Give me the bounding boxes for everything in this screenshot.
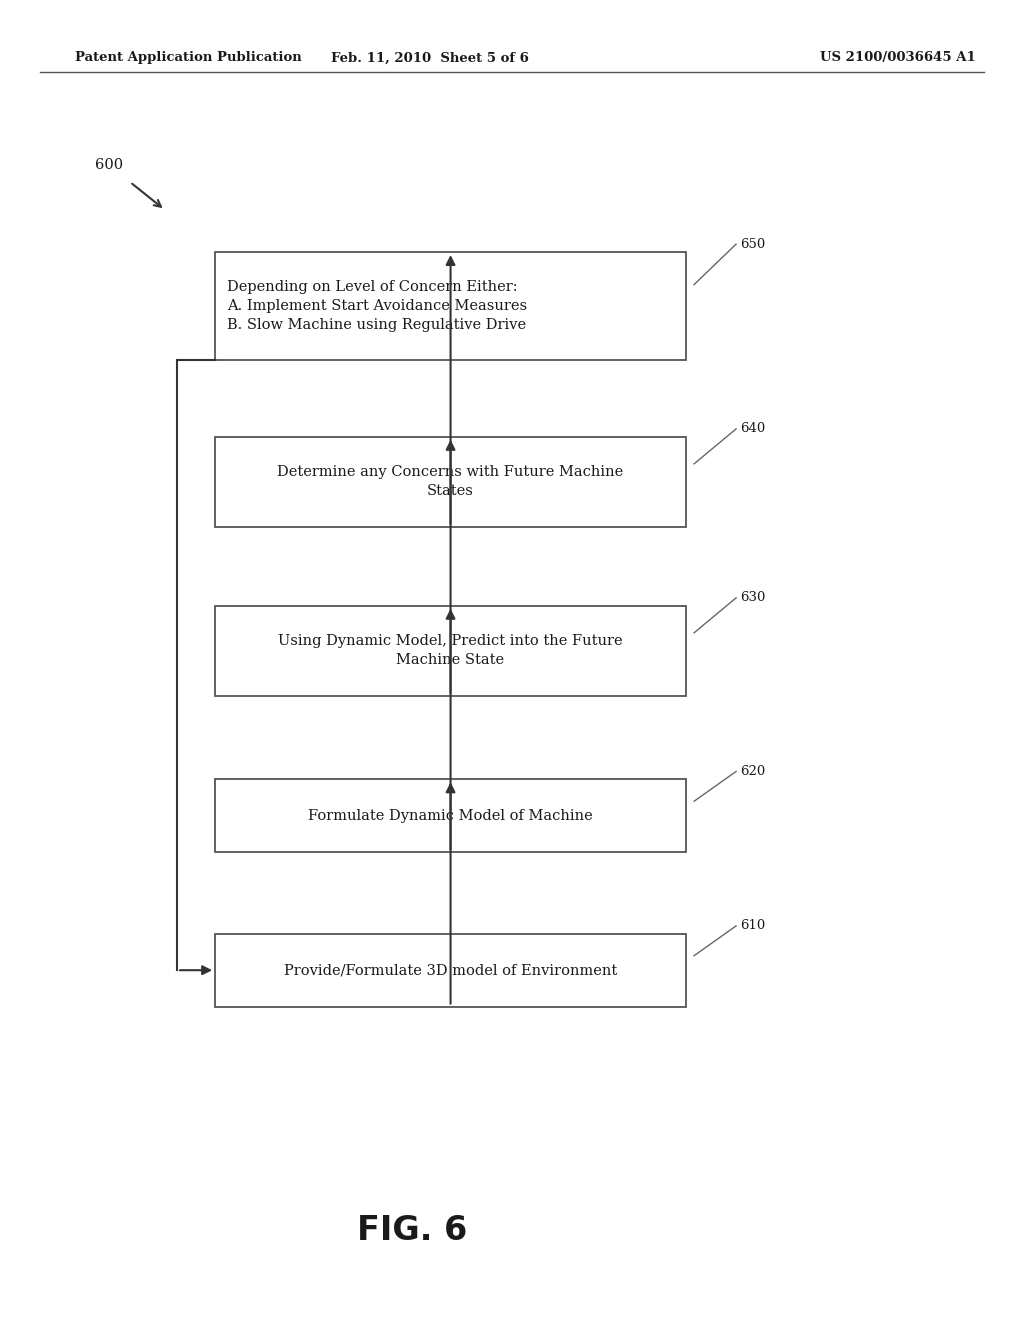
Text: 610: 610 — [740, 920, 765, 932]
Bar — [215, 606, 686, 696]
Text: 640: 640 — [740, 422, 765, 436]
Text: Feb. 11, 2010  Sheet 5 of 6: Feb. 11, 2010 Sheet 5 of 6 — [331, 51, 529, 65]
Text: 650: 650 — [740, 238, 765, 251]
Text: Using Dynamic Model, Predict into the Future
Machine State: Using Dynamic Model, Predict into the Fu… — [279, 635, 623, 667]
Text: Provide/Formulate 3D model of Environment: Provide/Formulate 3D model of Environmen… — [284, 964, 617, 977]
Text: FIG. 6: FIG. 6 — [357, 1213, 467, 1246]
Bar — [215, 252, 686, 360]
Text: 600: 600 — [95, 158, 123, 172]
Text: 620: 620 — [740, 766, 765, 777]
Bar — [215, 935, 686, 1006]
Text: Determine any Concerns with Future Machine
States: Determine any Concerns with Future Machi… — [278, 466, 624, 498]
Bar — [215, 779, 686, 853]
Bar — [215, 437, 686, 527]
Text: 630: 630 — [740, 591, 766, 605]
Text: Depending on Level of Concern Either:
A. Implement Start Avoidance Measures
B. S: Depending on Level of Concern Either: A.… — [227, 280, 527, 333]
Text: Formulate Dynamic Model of Machine: Formulate Dynamic Model of Machine — [308, 809, 593, 822]
Text: Patent Application Publication: Patent Application Publication — [75, 51, 302, 65]
Text: US 2100/0036645 A1: US 2100/0036645 A1 — [820, 51, 976, 65]
